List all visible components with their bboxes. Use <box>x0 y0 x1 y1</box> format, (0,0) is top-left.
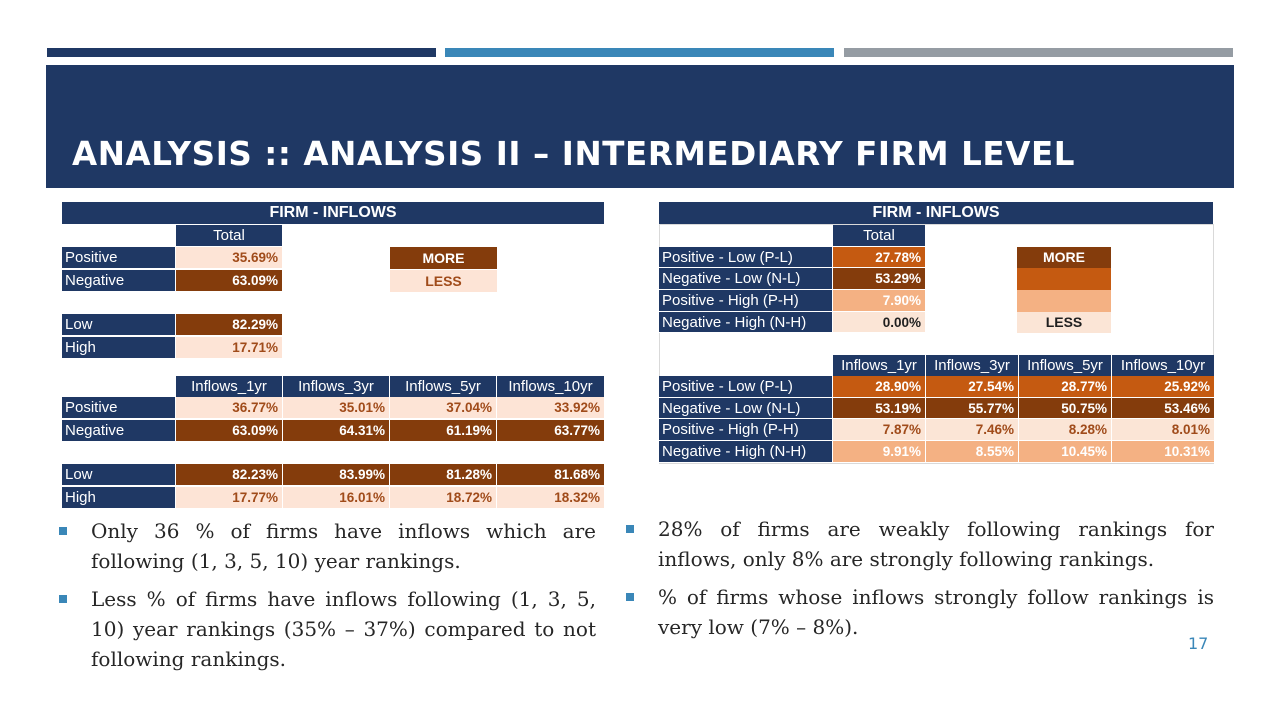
left-cell-value: 82.23% <box>175 464 282 486</box>
right-total-value: 7.90% <box>832 290 925 312</box>
right-row-label: Positive - High (P-H) <box>659 290 832 312</box>
left-cell-value: 61.19% <box>389 420 496 442</box>
right-cell-value: 9.91% <box>832 441 925 463</box>
slide-title: ANALYSIS :: ANALYSIS II – INTERMEDIARY F… <box>72 135 1076 173</box>
right-cell-value: 28.77% <box>1018 376 1111 398</box>
bullet-square-icon <box>59 527 67 535</box>
bullet-square-icon <box>626 593 634 601</box>
right-col-header: Inflows_1yr <box>832 355 925 376</box>
right-total-value: 0.00% <box>832 312 925 333</box>
left-cell-value: 36.77% <box>175 397 282 419</box>
left-cell-value: 64.31% <box>282 420 389 442</box>
right-cell-value: 8.01% <box>1111 419 1214 441</box>
right-row-label: Negative - Low (N-L) <box>659 398 832 419</box>
left-total-value: 63.09% <box>175 270 282 292</box>
left-total-value: 35.69% <box>175 247 282 269</box>
right-bullet-list: 28% of firms are weakly following rankin… <box>626 514 1214 650</box>
left-legend-less: LESS <box>390 270 497 292</box>
left-cell-value: 18.32% <box>496 487 604 509</box>
right-cell-value: 55.77% <box>925 398 1018 419</box>
page-number: 17 <box>1188 634 1209 653</box>
left-col-header: Inflows_5yr <box>389 376 496 397</box>
left-cell-value: 81.28% <box>389 464 496 486</box>
bullet-text: 28% of firms are weakly following rankin… <box>658 517 1214 571</box>
bullet-item: 28% of firms are weakly following rankin… <box>626 514 1214 574</box>
left-col-header: Inflows_3yr <box>282 376 389 397</box>
left-row-label: Positive <box>62 397 175 419</box>
left-cell-value: 33.92% <box>496 397 604 419</box>
top-bar-blue <box>445 48 834 57</box>
left-cell-value: 63.77% <box>496 420 604 442</box>
left-row-label: Low <box>62 464 175 486</box>
right-cell-value: 10.45% <box>1018 441 1111 463</box>
left-total-value: 17.71% <box>175 337 282 359</box>
right-row-label: Negative - High (N-H) <box>659 441 832 463</box>
left-col-header: Inflows_10yr <box>496 376 604 397</box>
right-cell-value: 8.28% <box>1018 419 1111 441</box>
right-cell-value: 50.75% <box>1018 398 1111 419</box>
left-col-header: Inflows_1yr <box>175 376 282 397</box>
right-legend-swatch-peach <box>1017 290 1111 312</box>
left-cell-value: 37.04% <box>389 397 496 419</box>
bullet-square-icon <box>626 525 634 533</box>
bullet-item: % of firms whose inflows strongly follow… <box>626 582 1214 642</box>
left-cell-value: 81.68% <box>496 464 604 486</box>
left-row-label: Low <box>62 314 175 336</box>
left-row-label: High <box>62 487 175 509</box>
left-cell-value: 17.77% <box>175 487 282 509</box>
right-cell-value: 53.19% <box>832 398 925 419</box>
right-cell-value: 10.31% <box>1111 441 1214 463</box>
right-legend-less: LESS <box>1017 312 1111 333</box>
right-total-value: 27.78% <box>832 247 925 268</box>
left-cell-value: 18.72% <box>389 487 496 509</box>
top-bar-gray <box>844 48 1233 57</box>
right-row-label: Negative - High (N-H) <box>659 312 832 333</box>
bullet-text: Less % of firms have inflows following (… <box>91 587 596 671</box>
right-cell-value: 7.46% <box>925 419 1018 441</box>
left-cell-value: 83.99% <box>282 464 389 486</box>
right-col-header: Inflows_5yr <box>1018 355 1111 376</box>
left-cell-value: 63.09% <box>175 420 282 442</box>
right-cell-value: 8.55% <box>925 441 1018 463</box>
bullet-square-icon <box>59 595 67 603</box>
left-cell-value: 35.01% <box>282 397 389 419</box>
right-cell-value: 53.46% <box>1111 398 1214 419</box>
left-bullet-list: Only 36 % of firms have inflows which ar… <box>59 516 596 682</box>
left-table-header: FIRM - INFLOWS <box>62 202 604 224</box>
right-row-label: Negative - Low (N-L) <box>659 268 832 290</box>
bullet-item: Less % of firms have inflows following (… <box>59 584 596 674</box>
right-row-label: Positive - Low (P-L) <box>659 376 832 398</box>
right-cell-value: 25.92% <box>1111 376 1214 398</box>
right-row-label: Positive - Low (P-L) <box>659 247 832 268</box>
right-table-header: FIRM - INFLOWS <box>659 202 1213 224</box>
bullet-text: % of firms whose inflows strongly follow… <box>658 585 1214 639</box>
right-total-value: 53.29% <box>832 268 925 290</box>
left-total-value: 82.29% <box>175 314 282 336</box>
right-total-header: Total <box>832 225 925 246</box>
right-col-header: Inflows_3yr <box>925 355 1018 376</box>
right-cell-value: 7.87% <box>832 419 925 441</box>
bullet-text: Only 36 % of firms have inflows which ar… <box>91 519 596 573</box>
left-cell-value: 16.01% <box>282 487 389 509</box>
left-row-label: Negative <box>62 270 175 292</box>
left-row-label: Positive <box>62 247 175 269</box>
top-bar-navy <box>47 48 436 57</box>
right-col-header: Inflows_10yr <box>1111 355 1214 376</box>
bullet-item: Only 36 % of firms have inflows which ar… <box>59 516 596 576</box>
left-total-header: Total <box>175 225 282 246</box>
right-legend-swatch-orange <box>1017 268 1111 290</box>
left-row-label: Negative <box>62 420 175 442</box>
left-row-label: High <box>62 337 175 359</box>
left-legend-more: MORE <box>390 247 497 269</box>
title-banner: ANALYSIS :: ANALYSIS II – INTERMEDIARY F… <box>46 65 1234 188</box>
right-legend-more: MORE <box>1017 247 1111 268</box>
right-cell-value: 27.54% <box>925 376 1018 398</box>
right-row-label: Positive - High (P-H) <box>659 419 832 441</box>
right-cell-value: 28.90% <box>832 376 925 398</box>
